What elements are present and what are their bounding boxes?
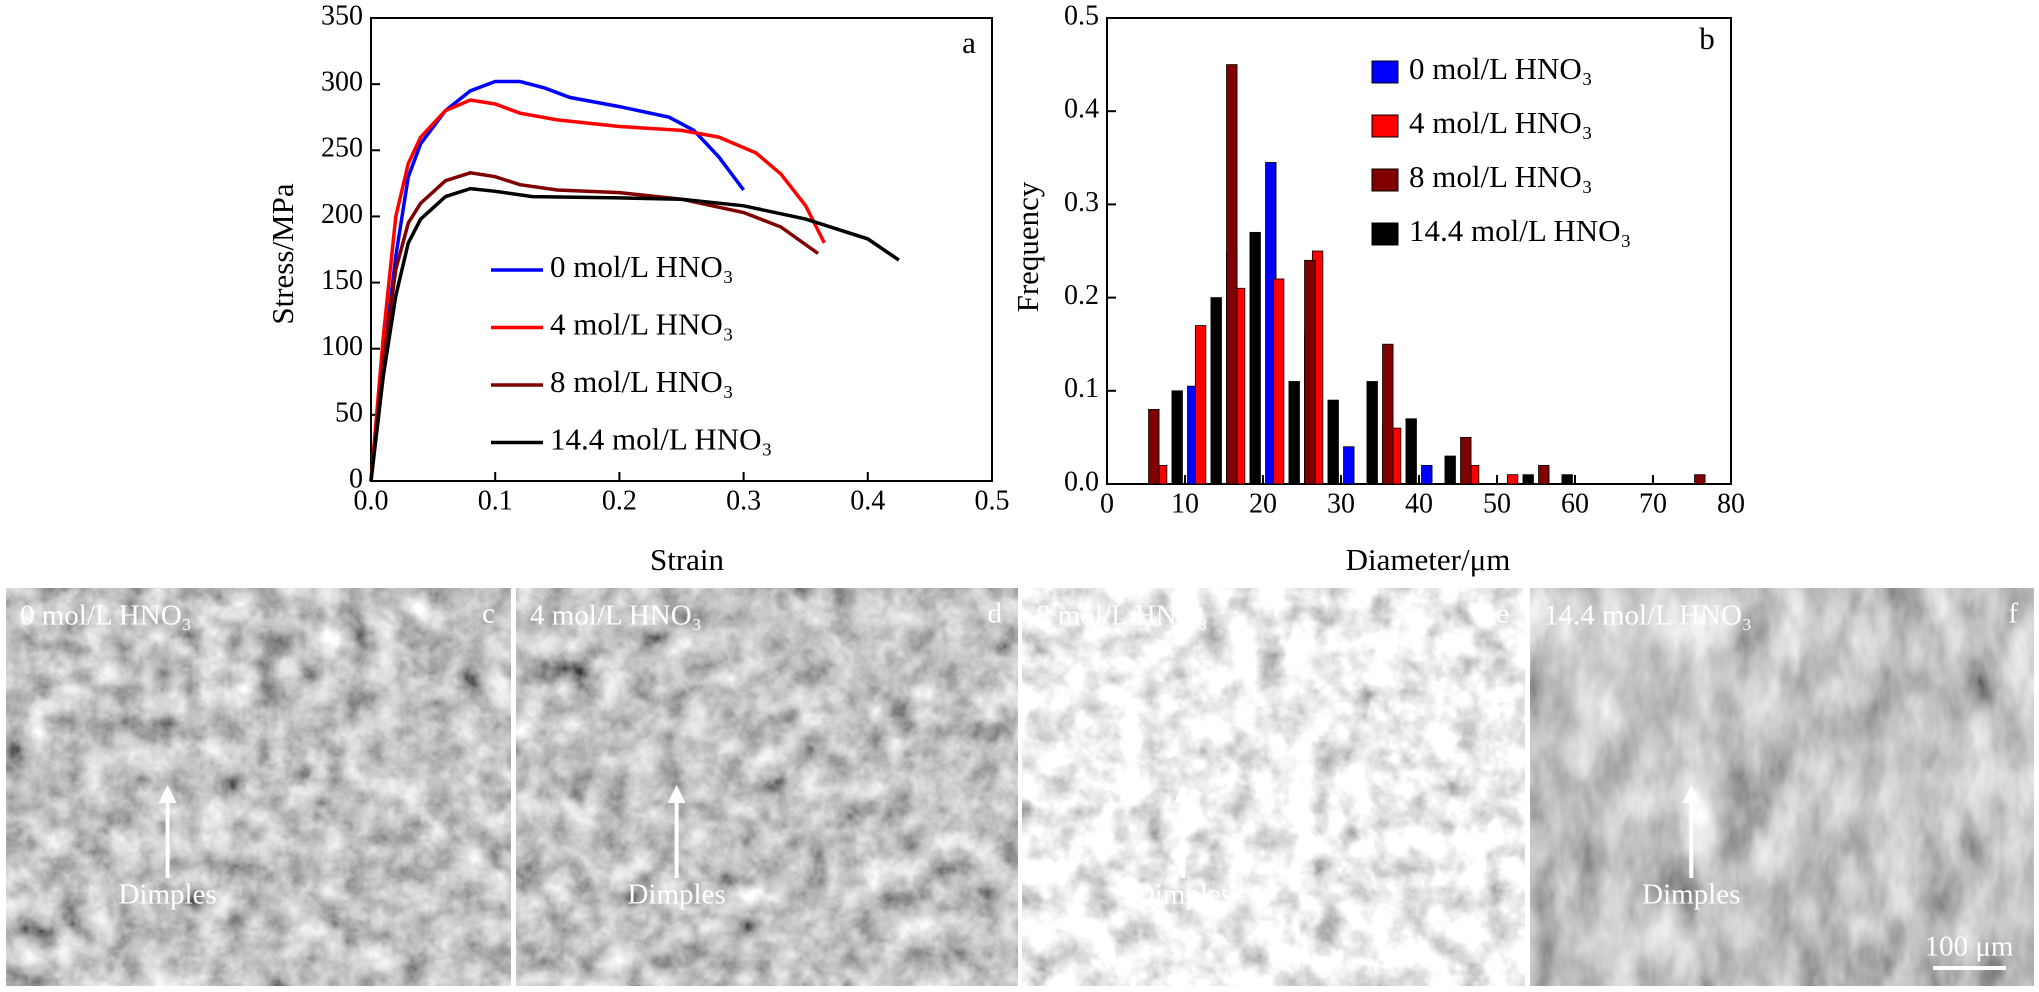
bar [1249,231,1261,485]
x-axis-title: Diameter/μm [1346,542,1511,577]
x-tick-label: 0.3 [726,485,761,516]
x-tick-label: 80 [1717,488,1745,519]
stress-curve [369,186,900,482]
stress-curve [369,98,826,482]
y-tick-label: 250 [321,133,363,164]
y-tick-label: 0.0 [1064,466,1099,497]
bar [1522,474,1534,485]
panel-letter: a [962,25,976,60]
x-tick-label: 0.2 [602,485,637,516]
legend-swatch [1371,222,1399,246]
x-tick-label: 0.5 [975,485,1010,516]
bar [1171,390,1183,485]
bar [1405,418,1417,485]
sem-image [516,588,1018,986]
bar [1327,399,1339,485]
y-tick-label: 0.5 [1064,0,1099,31]
sem-image [6,588,511,986]
panel-condition: 8 mol/L HNO₃ [1036,600,1208,632]
stress-curve [369,79,746,482]
y-tick-label: 300 [321,67,363,98]
x-tick-label: 0.1 [478,485,513,516]
bar [1210,297,1222,485]
y-tick-label: 100 [321,331,363,362]
arrow-head [158,785,177,803]
legend-label: 0 mol/L HNO₃ [550,249,734,284]
x-tick-label: 50 [1483,488,1511,519]
legend-swatch [1371,60,1399,84]
x-tick-label: 40 [1405,488,1433,519]
x-tick-label: 0 [1100,488,1114,519]
panel-letter: b [1699,21,1715,56]
panel-letter: c [482,598,495,630]
panel-condition: 4 mol/L HNO₃ [530,600,702,632]
bar [1538,464,1550,485]
annotation: Dimples [1134,879,1232,911]
legend-label: 8 mol/L HNO₃ [1409,159,1593,194]
bar [1444,455,1456,485]
annotation: Dimples [118,879,216,911]
bar [1694,474,1706,485]
x-tick-label: 0.0 [354,485,389,516]
legend-label: 4 mol/L HNO₃ [550,307,734,342]
y-tick-label: 200 [321,199,363,230]
x-tick-label: 70 [1639,488,1667,519]
y-tick-label: 150 [321,265,363,296]
legend-label: 4 mol/L HNO₃ [1409,105,1593,140]
x-axis-title: Strain [650,542,725,577]
bar [1272,278,1285,485]
bar [1561,474,1573,485]
legend-swatch [1371,168,1399,192]
panel-letter: f [2008,598,2018,630]
x-tick-label: 20 [1249,488,1277,519]
y-tick-label: 0.4 [1064,94,1099,125]
stress-curve [369,171,820,482]
legend-label: 14.4 mol/L HNO₃ [550,422,772,457]
sem-image [1530,588,2034,986]
bar [1226,64,1238,485]
annotation: Dimples [1642,879,1740,911]
y-tick-label: 50 [335,397,363,428]
scale-bar-label: 100 μm [1925,931,2014,963]
bar [1366,381,1378,485]
bar [1460,436,1472,485]
y-tick-label: 0.1 [1064,373,1099,404]
panel-letter: e [1496,598,1509,630]
y-tick-label: 0 [349,463,363,494]
arrow-head [1682,785,1701,803]
sem-image [1022,588,1525,986]
bar [1382,343,1394,485]
panel-letter: d [988,598,1003,630]
x-tick-label: 60 [1561,488,1589,519]
bar [1506,474,1519,485]
bar [1304,259,1316,485]
y-tick-label: 0.2 [1064,280,1099,311]
arrow-head [1173,785,1192,803]
y-tick-label: 350 [321,0,363,31]
x-tick-label: 30 [1327,488,1355,519]
bar [1148,409,1160,485]
annotation: Dimples [627,879,725,911]
y-axis-title: Stress/MPa [265,183,300,324]
x-tick-label: 0.4 [850,485,885,516]
x-tick-label: 10 [1171,488,1199,519]
panel-condition: 0 mol/L HNO₃ [20,600,192,632]
y-tick-label: 0.3 [1064,187,1099,218]
panel-condition: 14.4 mol/L HNO₃ [1544,600,1752,632]
bar [1194,325,1207,485]
arrow-head [667,785,686,803]
legend-label: 8 mol/L HNO₃ [550,364,734,399]
plot-frame [370,17,993,482]
legend-swatch [1371,114,1399,138]
bar [1421,464,1433,485]
bar [1288,381,1300,485]
legend-label: 14.4 mol/L HNO₃ [1409,213,1631,248]
bar [1343,446,1355,485]
y-axis-title: Frequency [1010,181,1045,312]
legend-label: 0 mol/L HNO₃ [1409,51,1593,86]
